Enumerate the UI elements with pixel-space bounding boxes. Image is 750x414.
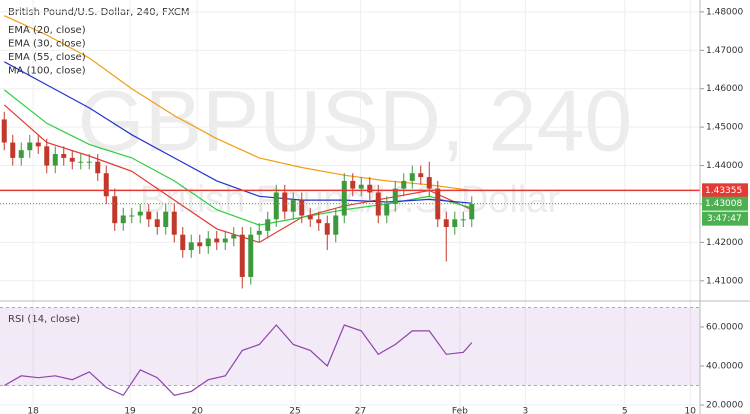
candle-body: [299, 200, 305, 216]
y-tick-label: 1.45000: [706, 123, 743, 133]
candle-body: [154, 219, 160, 228]
candle-body: [324, 223, 330, 235]
chart-title: British Pound/U.S. Dollar, 240, FXCM: [8, 7, 189, 18]
legend-entry: EMA (30, close): [8, 39, 86, 50]
candle-body: [435, 188, 441, 220]
rsi-title: RSI (14, close): [8, 314, 80, 325]
candle-body: [120, 215, 126, 224]
price-label-box: [702, 196, 748, 211]
candle-body: [290, 200, 296, 212]
price-label: 1.43355: [705, 186, 742, 196]
candle-body: [282, 192, 288, 212]
candle-body: [452, 219, 458, 228]
candle-body: [401, 180, 407, 189]
candle-body: [1, 119, 7, 143]
candle-body: [129, 215, 135, 217]
candle-body: [231, 234, 237, 239]
watermark: GBPUSD, 240: [78, 74, 632, 170]
candle-body: [367, 184, 373, 193]
candle-body: [112, 196, 118, 224]
y-tick-label: 1.47000: [706, 46, 743, 56]
x-tick-label: 10: [684, 407, 696, 414]
candle-body: [265, 219, 271, 231]
candle-body: [205, 238, 211, 247]
candle-body: [358, 184, 364, 189]
candle-body: [52, 154, 58, 166]
y-tick-label: 1.41000: [706, 276, 743, 286]
countdown: 3:47:47: [707, 214, 742, 224]
candle-body: [307, 215, 313, 220]
candle-body: [146, 211, 152, 220]
candle-body: [69, 157, 75, 162]
candle-body: [78, 161, 84, 163]
candle-body: [316, 219, 322, 224]
y-tick-label: 60.0000: [706, 322, 743, 332]
candle-body: [426, 177, 432, 189]
candle-body: [214, 238, 220, 243]
candle-body: [197, 242, 203, 247]
y-tick-label: 40.0000: [706, 362, 743, 372]
candle-body: [460, 219, 466, 221]
x-tick-label: 27: [355, 407, 366, 414]
price-label: 1.43008: [705, 199, 742, 209]
legend-entry: EMA (55, close): [8, 52, 86, 63]
candle-body: [44, 146, 50, 166]
candle-body: [384, 203, 390, 216]
candle-body: [392, 188, 398, 204]
rsi-band: [0, 307, 700, 386]
candle-body: [86, 161, 92, 163]
candle-body: [27, 142, 33, 151]
rsi-line: [4, 324, 473, 397]
x-tick-label: Feb: [452, 407, 468, 414]
ma-line: [4, 15, 472, 192]
price-label-box: [702, 183, 748, 198]
legend-entry: MA (100, close): [8, 66, 86, 77]
candle-body: [222, 238, 228, 243]
candle-body: [409, 173, 415, 181]
candle-body: [341, 180, 347, 216]
candle-body: [188, 242, 194, 251]
y-tick-label: 20.0000: [706, 401, 743, 411]
candle-body: [273, 192, 279, 220]
y-tick-label: 1.42000: [706, 238, 743, 248]
x-tick-label: 5: [622, 407, 628, 414]
x-tick-label: 20: [191, 407, 203, 414]
candle-body: [10, 142, 16, 158]
candle-body: [35, 142, 41, 147]
candle-body: [248, 234, 254, 277]
candle-body: [256, 230, 262, 235]
candle-body: [469, 203, 475, 220]
candle-body: [95, 161, 101, 174]
candle-body: [350, 180, 356, 189]
x-tick-label: 19: [124, 407, 136, 414]
candle-body: [239, 234, 245, 277]
y-tick-label: 1.46000: [706, 84, 743, 94]
x-tick-label: 25: [289, 407, 300, 414]
candle-body: [61, 154, 67, 158]
legend-entry: EMA (20, close): [8, 25, 86, 36]
candle-body: [418, 173, 424, 178]
candle-body: [333, 215, 339, 235]
candle-body: [171, 211, 177, 235]
x-tick-label: 3: [522, 407, 528, 414]
candle-body: [103, 173, 109, 197]
candle-body: [137, 211, 143, 216]
candle-body: [18, 150, 24, 158]
countdown-box: [702, 211, 748, 226]
y-tick-label: 1.48000: [706, 7, 743, 17]
candle-body: [163, 211, 169, 228]
candle-body: [180, 234, 186, 251]
y-tick-label: 1.44000: [706, 161, 743, 171]
candle-body: [443, 219, 449, 228]
x-tick-label: 18: [27, 407, 39, 414]
